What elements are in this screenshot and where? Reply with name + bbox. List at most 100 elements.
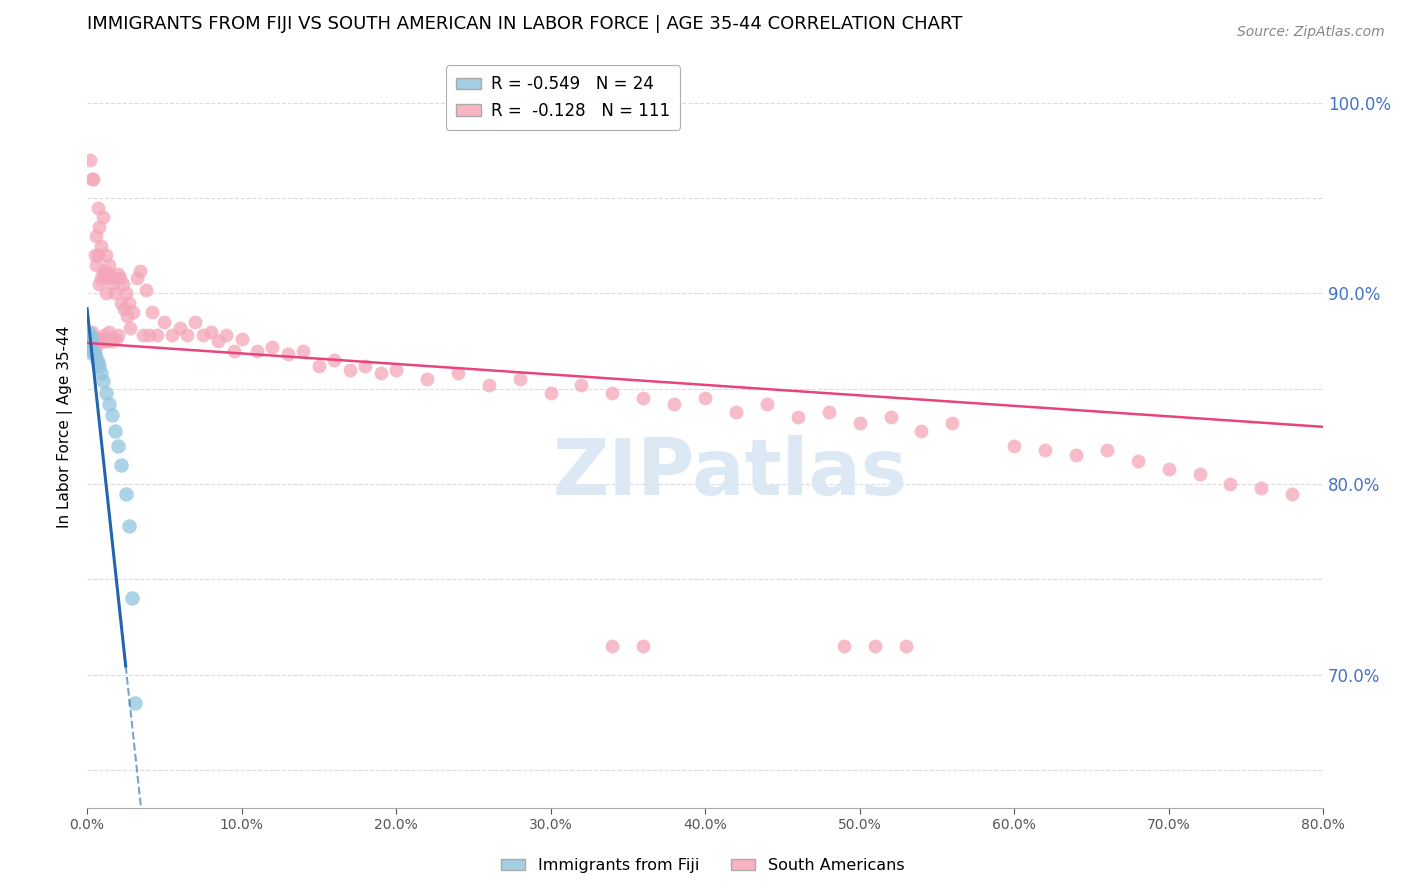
Point — [79, 340, 101, 354]
Point — [103, 277, 125, 291]
Text: Source: ZipAtlas.com: Source: ZipAtlas.com — [1237, 25, 1385, 39]
Point — [112, 301, 135, 316]
Point — [97, 397, 120, 411]
Point — [910, 424, 932, 438]
Point — [693, 391, 716, 405]
Point — [107, 328, 129, 343]
Point — [80, 332, 103, 346]
Point — [1126, 454, 1149, 468]
Point — [1219, 477, 1241, 491]
Legend: R = -0.549   N = 24, R =  -0.128   N = 111: R = -0.549 N = 24, R = -0.128 N = 111 — [446, 65, 681, 129]
Point — [101, 271, 124, 285]
Point — [97, 258, 120, 272]
Point — [633, 639, 655, 653]
Point — [138, 328, 160, 343]
Point — [94, 385, 117, 400]
Point — [108, 271, 131, 285]
Point — [308, 359, 330, 373]
Point — [86, 258, 108, 272]
Point — [82, 172, 104, 186]
Point — [128, 263, 150, 277]
Point — [79, 328, 101, 343]
Point — [817, 404, 839, 418]
Point — [141, 305, 163, 319]
Point — [86, 229, 108, 244]
Point — [107, 268, 129, 282]
Point — [131, 328, 153, 343]
Point — [90, 271, 112, 285]
Point — [755, 397, 778, 411]
Point — [87, 248, 110, 262]
Point — [786, 410, 808, 425]
Point — [79, 345, 101, 359]
Point — [1281, 486, 1303, 500]
Point — [118, 296, 141, 310]
Point — [354, 359, 377, 373]
Point — [540, 385, 562, 400]
Point — [215, 328, 238, 343]
Point — [1064, 449, 1087, 463]
Point — [894, 639, 917, 653]
Point — [104, 286, 127, 301]
Point — [124, 696, 146, 710]
Text: IMMIGRANTS FROM FIJI VS SOUTH AMERICAN IN LABOR FORCE | AGE 35-44 CORRELATION CH: IMMIGRANTS FROM FIJI VS SOUTH AMERICAN I… — [87, 15, 963, 33]
Point — [277, 347, 299, 361]
Point — [135, 283, 157, 297]
Point — [101, 334, 124, 348]
Point — [863, 639, 886, 653]
Point — [602, 639, 624, 653]
Point — [91, 268, 114, 282]
Point — [103, 332, 125, 346]
Point — [86, 351, 108, 366]
Point — [91, 374, 114, 388]
Point — [416, 372, 439, 386]
Point — [246, 343, 269, 358]
Point — [1188, 467, 1211, 482]
Point — [87, 334, 110, 348]
Point — [105, 332, 128, 346]
Point — [848, 416, 870, 430]
Point — [98, 268, 121, 282]
Point — [89, 277, 111, 291]
Point — [125, 271, 148, 285]
Point — [941, 416, 963, 430]
Point — [97, 325, 120, 339]
Point — [94, 332, 117, 346]
Point — [1033, 442, 1056, 457]
Point — [385, 362, 408, 376]
Point — [91, 210, 114, 224]
Point — [115, 310, 138, 324]
Point — [80, 338, 103, 352]
Point — [176, 328, 198, 343]
Point — [169, 320, 191, 334]
Point — [153, 315, 176, 329]
Point — [879, 410, 901, 425]
Point — [89, 359, 111, 373]
Point — [509, 372, 531, 386]
Point — [111, 277, 134, 291]
Point — [160, 328, 183, 343]
Point — [323, 353, 346, 368]
Point — [1095, 442, 1118, 457]
Point — [1250, 481, 1272, 495]
Point — [90, 239, 112, 253]
Point — [118, 519, 141, 533]
Point — [93, 263, 115, 277]
Point — [86, 340, 108, 354]
Point — [90, 334, 112, 348]
Point — [184, 315, 207, 329]
Point — [91, 334, 114, 348]
Point — [121, 591, 143, 606]
Point — [94, 248, 117, 262]
Point — [83, 248, 105, 262]
Text: ZIPatlas: ZIPatlas — [553, 434, 907, 510]
Point — [200, 325, 222, 339]
Point — [87, 355, 110, 369]
Point — [207, 334, 229, 348]
Point — [724, 404, 747, 418]
Point — [1157, 462, 1180, 476]
Point — [107, 439, 129, 453]
Point — [478, 377, 501, 392]
Point — [222, 343, 245, 358]
Point — [447, 367, 470, 381]
